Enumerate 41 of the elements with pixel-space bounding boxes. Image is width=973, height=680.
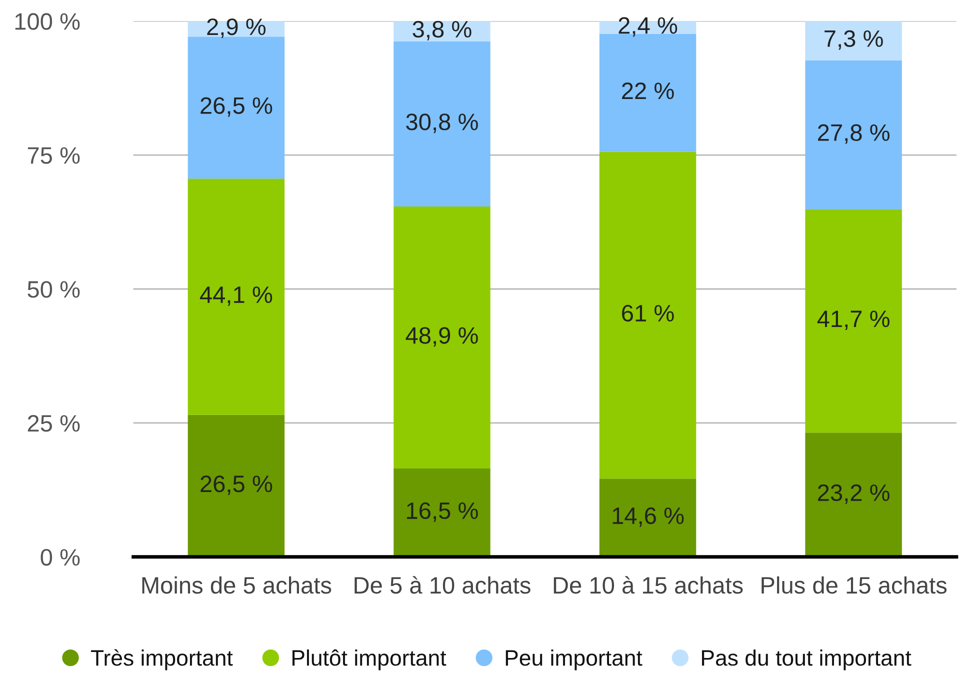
y-tick-label: 25 % — [28, 415, 80, 432]
data-label: 14,6 % — [612, 507, 684, 527]
legend-label: Pas du tout important — [702, 649, 912, 670]
data-label: 23,2 % — [818, 484, 890, 504]
data-label: 2,4 % — [618, 17, 678, 37]
legend-label: Plutôt important — [292, 649, 446, 670]
bar — [805, 60, 902, 210]
x-tick-label: De 10 à 15 achats — [554, 576, 743, 594]
y-tick-label: 75 % — [28, 147, 80, 164]
data-label: 7,3 % — [824, 30, 883, 50]
y-tick-label: 0 % — [40, 548, 80, 566]
x-tick-label: Moins de 5 achats — [142, 576, 332, 594]
data-label: 30,8 % — [406, 114, 478, 134]
data-label: 44,1 % — [200, 286, 272, 306]
data-label: 16,5 % — [407, 502, 478, 522]
data-label: 26,5 % — [200, 476, 272, 496]
data-label: 48,9 % — [406, 327, 478, 347]
bar — [805, 209, 902, 433]
bar — [188, 414, 285, 557]
x-tick-label: De 5 à 10 achats — [354, 576, 530, 594]
data-label: 27,8 % — [818, 124, 890, 144]
bar — [188, 178, 285, 415]
legend-label: Très important — [90, 649, 233, 670]
data-label: 2,9 % — [207, 18, 266, 38]
data-label: 41,7 % — [817, 310, 890, 330]
data-label: 61 % — [622, 304, 674, 322]
bar — [188, 36, 285, 179]
data-label: 22 % — [622, 82, 674, 100]
bar — [805, 21, 902, 60]
bar — [599, 152, 696, 479]
data-label: 26,5 % — [200, 97, 272, 117]
x-tick-label: Plus de 15 achats — [762, 576, 947, 594]
bar — [599, 478, 696, 557]
legend-label: Peu important — [506, 649, 642, 670]
bar — [805, 432, 902, 557]
y-tick-label: 100 % — [15, 13, 80, 30]
data-label: 3,8 % — [412, 20, 472, 40]
bar — [394, 468, 490, 557]
y-tick-label: 50 % — [28, 281, 80, 298]
bar — [394, 206, 490, 469]
bar — [394, 41, 490, 206]
